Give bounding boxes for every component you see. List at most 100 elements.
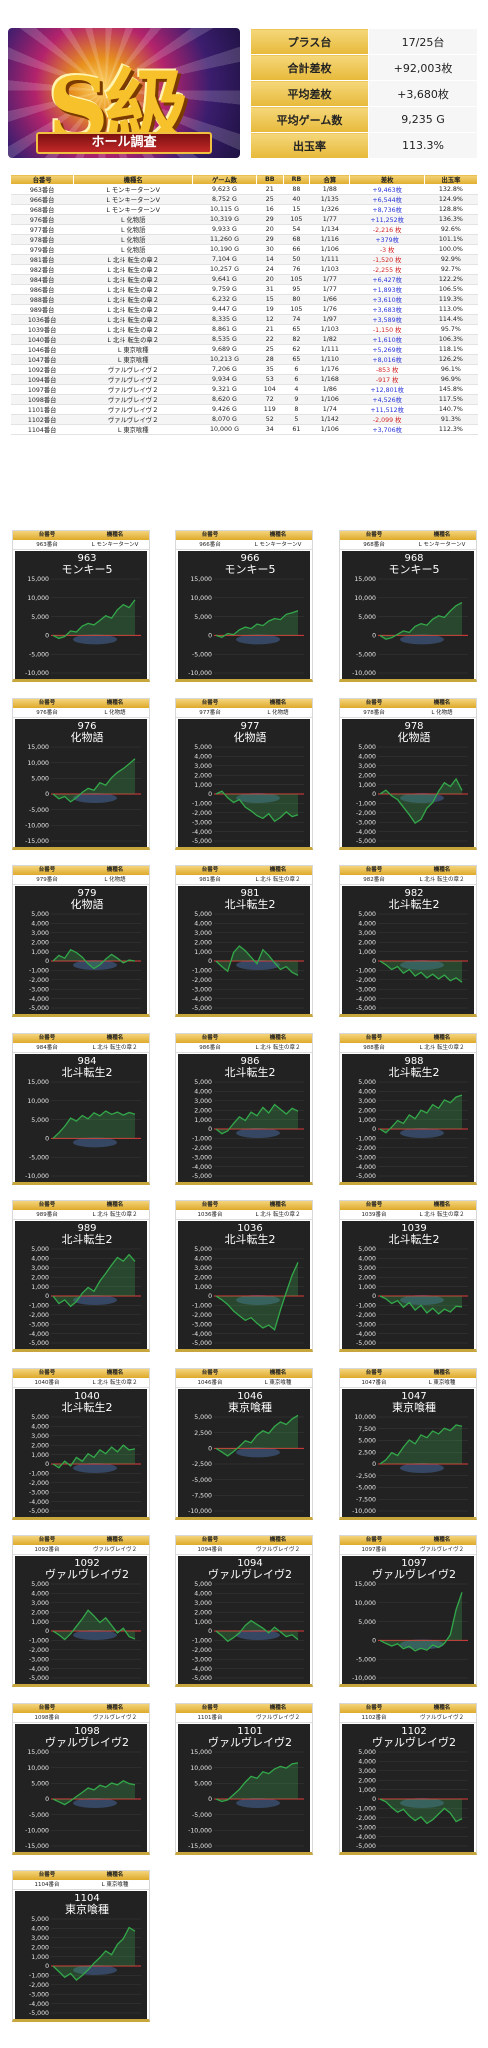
card-values: 1104番台 L 東京喰種: [13, 1880, 149, 1890]
y-tick-label: -1,000: [356, 1805, 376, 1812]
card-header-number: 台番号: [365, 1537, 383, 1543]
y-tick-label: 4,000: [31, 921, 49, 928]
y-tick-label: -15,000: [25, 1843, 49, 1850]
y-tick-label: -2,500: [192, 1461, 212, 1468]
y-tick-label: 4,000: [31, 1256, 49, 1263]
table-cell: +11,512枚: [349, 404, 425, 415]
table-cell: 113.0%: [424, 304, 478, 315]
y-tick-label: -1,000: [356, 800, 376, 807]
summary-row: 平均ゲーム数 9,235 G: [250, 106, 478, 133]
slot-chart-card: 台番号 機種名 989番台 L 北斗 転生の章２ 989 北斗転生2 5,000 4,000 3…: [12, 1200, 150, 1352]
y-tick-label: 10,000: [190, 595, 212, 602]
card-values: 982番台 L 北斗 転生の章２: [340, 875, 476, 885]
y-tick-label: 5,000: [358, 1079, 376, 1086]
y-tick-label: 5,000: [31, 1414, 49, 1421]
y-tick-label: 5,000: [194, 1079, 212, 1086]
card-header-name: 機種名: [433, 1537, 451, 1543]
table-cell: 66: [283, 244, 310, 255]
summary-label: 合計差枚: [250, 54, 369, 81]
table-cell: 1/135: [309, 194, 350, 205]
card-header-name: 機種名: [106, 1872, 124, 1878]
series-line: [52, 1253, 136, 1308]
y-tick-label: 1,000: [31, 949, 49, 956]
chart-title-name: 東京喰種: [65, 1902, 109, 1916]
card-machine-number: 978番台: [363, 709, 385, 716]
table-cell: +12,801枚: [349, 384, 425, 395]
table-cell: L 東京喰種: [73, 424, 193, 435]
y-tick-label: 1,000: [194, 949, 212, 956]
y-tick-label: 1,000: [194, 1116, 212, 1123]
table-row: 977番台 L 化物語 9,933 G 20 54 1/134 -2,216 枚 92.6%: [10, 224, 478, 235]
series-line: [379, 1423, 463, 1465]
chart-area: 1098 ヴァルヴレイヴ2 15,000 10,000 5,000 0 -5,000 -10,…: [15, 1723, 147, 1852]
slot-chart-card: 台番号 機種名 968番台 L モンキーターンV 968 モンキー5 15,000 10,00…: [339, 530, 477, 682]
slot-chart-card: 台番号 機種名 1092番台 ヴァルヴレイヴ２ 1092 ヴァルヴレイヴ2 5,000 4,0…: [12, 1535, 150, 1687]
y-tick-label: 2,000: [194, 939, 212, 946]
y-tick-label: 2,000: [31, 1274, 49, 1281]
chart-title-name: 北斗転生2: [225, 1232, 276, 1246]
series-area: [53, 758, 135, 802]
table-row: 1104番台 L 東京喰種 10,000 G 34 61 1/106 +3,706枚 112.…: [10, 424, 478, 435]
card-machine-name: L 化物語: [104, 877, 126, 883]
series-line: [52, 1926, 136, 1981]
y-tick-label: 15,000: [190, 1749, 212, 1756]
table-cell: 100.0%: [424, 244, 478, 255]
card-header: 台番号 機種名: [13, 1703, 149, 1713]
y-tick-label: 5,000: [194, 1246, 212, 1253]
table-cell: 19: [256, 304, 284, 315]
table-cell: 9,321 G: [192, 384, 257, 395]
card-machine-number: 1036番台: [197, 1212, 223, 1218]
y-tick-label: 5,000: [194, 1780, 212, 1787]
y-tick-label: 4,000: [358, 1758, 376, 1765]
y-tick-label: 5,000: [194, 1414, 212, 1421]
y-tick-label: 2,000: [31, 1442, 49, 1449]
table-cell: 30: [256, 244, 284, 255]
series-line: [52, 757, 136, 803]
chart-area: 966 モンキー5 15,000 10,000 5,000 0 -5,000 -10,000: [178, 551, 310, 679]
table-cell: 1/82: [309, 334, 350, 345]
card-header-name: 機種名: [106, 1537, 124, 1543]
table-cell: 1104番台: [10, 424, 74, 435]
ranking-header-cell: 機種名: [73, 174, 193, 185]
card-machine-name: L 北斗 転生の章２: [255, 1044, 301, 1051]
watermark-logo: [400, 1295, 444, 1305]
chart-area: 984 北斗転生2 15,000 10,000 5,000 0 -5,000 -10,000: [15, 1053, 147, 1182]
table-cell: 977番台: [10, 224, 74, 235]
table-cell: 96.1%: [424, 364, 478, 375]
y-tick-label: 1,000: [358, 1116, 376, 1123]
y-tick-label: 4,000: [358, 1256, 376, 1263]
table-cell: 21: [256, 184, 284, 195]
series-line: [379, 1093, 463, 1134]
y-tick-label: 1,000: [31, 1284, 49, 1291]
y-tick-label: -3,000: [356, 1154, 376, 1161]
ranking-header-cell: BB: [256, 174, 284, 185]
y-tick-label: 3,000: [358, 763, 376, 770]
chart-title-name: 北斗転生2: [225, 1065, 276, 1079]
y-tick-label: -1,000: [192, 1135, 212, 1142]
table-cell: ヴァルヴレイヴ２: [73, 374, 193, 385]
table-cell: +3,706枚: [349, 424, 425, 435]
y-tick-label: -3,000: [356, 1321, 376, 1328]
y-tick-label: 15,000: [354, 1581, 376, 1588]
y-tick-label: 5,000: [194, 744, 212, 751]
table-cell: L モンキーターンV: [73, 194, 193, 205]
table-cell: 6,232 G: [192, 294, 257, 305]
series-line: [52, 1779, 136, 1805]
chart-title-number: 1102: [401, 1726, 426, 1737]
table-cell: 91.3%: [424, 414, 478, 425]
y-tick-label: -10,000: [188, 1827, 212, 1834]
y-tick-label: -5,000: [192, 651, 212, 658]
slot-chart-card: 台番号 機種名 979番台 L 化物語 979 化物語 5,000 4,000 3,000 2,0…: [12, 865, 150, 1017]
y-tick-label: -4,000: [356, 1833, 376, 1840]
chart-title-name: 北斗転生2: [389, 1232, 440, 1246]
chart-area: 982 北斗転生2 5,000 4,000 3,000 2,000 1,000 0 -1,000…: [342, 886, 474, 1014]
y-tick-label: 10,000: [27, 759, 49, 766]
card-machine-name: L 北斗 転生の章２: [92, 1044, 138, 1051]
y-tick-label: 0: [45, 1461, 49, 1468]
chart-title-name: 化物語: [234, 730, 267, 744]
table-cell: 96.9%: [424, 374, 478, 385]
y-tick-label: -4,000: [29, 1498, 49, 1505]
chart-title-name: 化物語: [398, 730, 431, 744]
